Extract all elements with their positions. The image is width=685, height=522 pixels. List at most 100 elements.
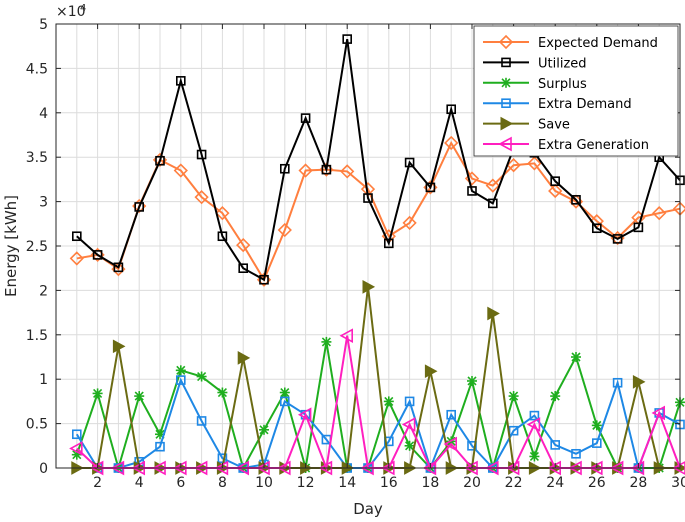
data-point-utilized	[92, 250, 103, 260]
data-point-extra-demand	[529, 410, 540, 421]
x-tick-label: 12	[297, 475, 315, 491]
legend-box	[473, 25, 679, 157]
x-tick-label: 4	[135, 475, 144, 491]
data-point-utilized	[72, 231, 82, 242]
legend-label-extra-generation: Extra Generation	[538, 138, 649, 153]
data-point-extra-generation	[297, 407, 312, 423]
y-tick-label: 3	[39, 195, 48, 211]
legend-label-expected-demand: Expected Demand	[538, 36, 658, 51]
data-point-expected-demand	[340, 164, 355, 179]
data-point-surplus	[571, 352, 581, 362]
data-point-surplus	[529, 451, 540, 462]
data-point-surplus	[383, 396, 394, 407]
legend-marker-extra-generation	[498, 136, 512, 152]
data-point-utilized	[591, 223, 602, 234]
data-point-extra-demand	[508, 425, 519, 436]
x-tick-label: 10	[255, 475, 273, 491]
data-point-expected-demand	[444, 135, 459, 151]
data-point-extra-demand	[404, 396, 415, 407]
data-point-utilized	[612, 234, 623, 244]
x-axis-title: Day	[353, 500, 383, 518]
legend-item-utilized: Utilized	[483, 56, 587, 71]
data-point-expected-demand	[485, 178, 500, 193]
x-tick-label: 6	[176, 475, 185, 491]
data-point-utilized	[300, 113, 311, 123]
data-point-utilized	[134, 202, 144, 212]
x-tick-label: 2	[93, 475, 102, 491]
legend-label-save: Save	[538, 118, 570, 133]
legend-item-surplus: Surplus	[483, 77, 587, 92]
data-point-save	[112, 339, 126, 354]
data-point-utilized	[155, 155, 165, 166]
data-point-utilized	[550, 176, 561, 186]
data-point-utilized	[113, 262, 124, 273]
data-point-expected-demand	[277, 222, 292, 238]
data-point-expected-demand	[215, 206, 230, 221]
legend-label-utilized: Utilized	[538, 56, 587, 71]
data-point-surplus	[404, 440, 415, 451]
data-point-expected-demand	[236, 237, 251, 253]
data-point-extra-demand	[217, 453, 228, 464]
data-point-surplus	[591, 420, 602, 431]
data-point-surplus	[279, 387, 290, 398]
legend-marker-extra-demand	[501, 98, 511, 108]
legend-marker-surplus	[501, 77, 511, 88]
y-axis-title: Energy [kWh]	[2, 195, 20, 297]
data-point-surplus	[196, 371, 207, 382]
x-tick-label: 26	[588, 475, 606, 491]
data-point-utilized	[383, 238, 394, 249]
data-point-surplus	[467, 375, 477, 386]
data-point-utilized	[404, 157, 415, 168]
data-point-extra-demand	[72, 429, 82, 440]
data-point-extra-demand	[550, 440, 561, 450]
data-point-expected-demand	[548, 183, 563, 199]
data-point-extra-generation	[69, 441, 83, 456]
data-point-extra-demand	[196, 416, 207, 426]
y-tick-label: 0	[39, 461, 48, 477]
y-tick-label: 4.5	[26, 61, 48, 77]
data-point-save	[362, 280, 376, 294]
data-point-extra-generation	[443, 436, 458, 452]
data-point-extra-demand	[571, 448, 581, 459]
data-point-utilized	[342, 34, 353, 44]
data-point-utilized	[571, 195, 581, 205]
data-point-surplus	[321, 336, 332, 347]
data-point-expected-demand	[69, 251, 84, 266]
legend-label-extra-demand: Extra Demand	[538, 97, 632, 112]
data-point-surplus	[550, 391, 561, 402]
data-point-expected-demand	[652, 206, 667, 221]
y-tick-label: 0.5	[26, 417, 48, 433]
y-tick-label: 2.5	[26, 239, 48, 255]
data-point-utilized	[633, 222, 644, 233]
data-point-save	[487, 306, 500, 321]
legend-marker-expected-demand	[498, 34, 514, 50]
x-tick-label: 8	[218, 475, 227, 491]
y-exponent-base: ×10	[56, 4, 86, 20]
data-point-expected-demand	[298, 163, 313, 178]
data-point-expected-demand	[194, 190, 209, 205]
legend-label-surplus: Surplus	[538, 77, 587, 92]
x-tick-label: 18	[421, 475, 439, 491]
data-point-extra-demand	[279, 396, 290, 407]
x-tick-label: 24	[546, 475, 564, 491]
y-tick-label: 1.5	[26, 328, 48, 344]
data-point-utilized	[238, 263, 248, 274]
data-point-expected-demand	[173, 163, 188, 178]
data-point-extra-demand	[446, 409, 457, 420]
data-point-extra-generation	[339, 328, 354, 344]
x-tick-label: 20	[463, 475, 481, 491]
data-point-utilized	[176, 76, 186, 86]
data-point-expected-demand	[402, 215, 417, 231]
data-point-extra-demand	[591, 438, 602, 448]
x-tick-label: 14	[338, 475, 356, 491]
legend: Expected Demand Utilized Surplus Extra Dema…	[473, 25, 679, 157]
x-tick-label: 30	[671, 475, 685, 491]
data-point-extra-generation	[401, 417, 416, 432]
data-point-extra-demand	[155, 441, 165, 452]
data-point-utilized	[446, 104, 457, 115]
data-point-surplus	[92, 388, 103, 399]
data-point-utilized	[425, 182, 436, 193]
y-tick-label: 3.5	[26, 150, 48, 166]
data-point-extra-demand	[612, 377, 623, 388]
data-point-expected-demand	[527, 156, 542, 171]
